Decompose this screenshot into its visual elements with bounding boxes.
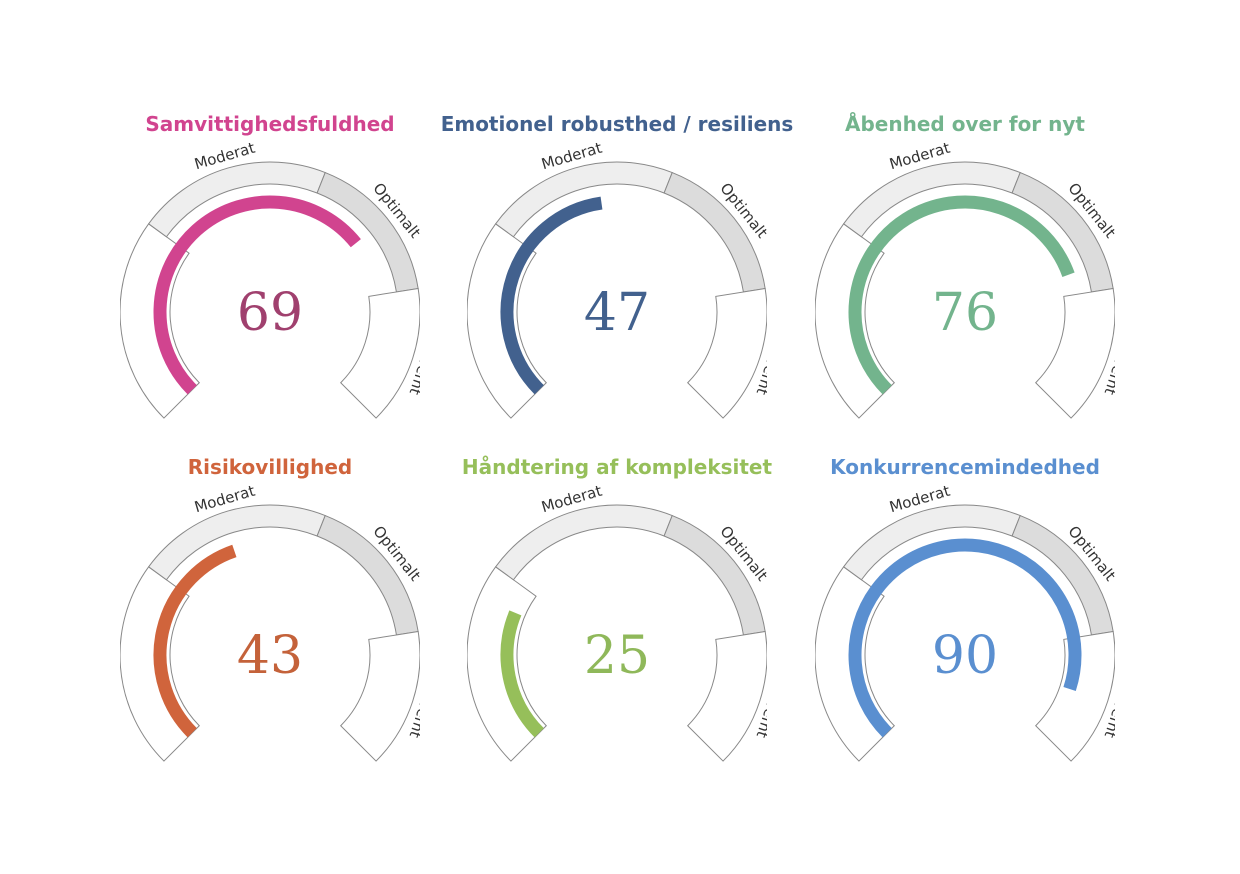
gauge-title: Åbenhed over for nyt bbox=[845, 112, 1085, 136]
gauge-card: Samvittighedsfuldhed LavtModeratOptimaltE… bbox=[120, 112, 420, 442]
value-arc bbox=[153, 544, 237, 738]
zone-band-ekstremt bbox=[340, 630, 420, 762]
gauge-svg: LavtModeratOptimaltEkstremt90 bbox=[815, 482, 1115, 762]
gauge-card: Risikovillighed LavtModeratOptimaltEkstre… bbox=[120, 455, 420, 785]
gauge-svg: LavtModeratOptimaltEkstremt25 bbox=[467, 482, 767, 762]
value-arc bbox=[848, 195, 1075, 395]
gauge-title: Emotionel robusthed / resiliens bbox=[440, 112, 794, 136]
gauge-svg: LavtModeratOptimaltEkstremt47 bbox=[467, 139, 767, 419]
zone-band-ekstremt bbox=[687, 630, 767, 762]
gauge-title: Håndtering af kompleksitet bbox=[461, 455, 773, 479]
gauge-card: Håndtering af kompleksitet LavtModeratOpt… bbox=[462, 455, 772, 785]
gauge-svg: LavtModeratOptimaltEkstremt43 bbox=[120, 482, 420, 762]
zone-band-ekstremt bbox=[340, 287, 420, 419]
gauge-value: 25 bbox=[584, 626, 650, 686]
gauge-card: Åbenhed over for nyt LavtModeratOptimaltE… bbox=[815, 112, 1115, 442]
gauge-card: Emotionel robusthed / resiliens LavtModer… bbox=[441, 112, 793, 442]
value-arc bbox=[848, 538, 1082, 738]
zone-band-ekstremt bbox=[1035, 630, 1115, 762]
gauge-svg: LavtModeratOptimaltEkstremt76 bbox=[815, 139, 1115, 419]
gauge-value: 69 bbox=[237, 283, 303, 343]
gauge-svg: LavtModeratOptimaltEkstremt69 bbox=[120, 139, 420, 419]
gauge-value: 47 bbox=[584, 283, 650, 343]
zone-band-ekstremt bbox=[687, 287, 767, 419]
gauge-title: Samvittighedsfuldhed bbox=[145, 112, 395, 136]
zone-band-moderat bbox=[494, 161, 673, 238]
zone-band-moderat bbox=[147, 504, 326, 581]
zone-band-moderat bbox=[494, 504, 673, 581]
gauge-card: Konkurrencemindedhed LavtModeratOptimaltE… bbox=[815, 455, 1115, 785]
gauge-value: 43 bbox=[237, 626, 303, 686]
zone-band-ekstremt bbox=[1035, 287, 1115, 419]
gauge-value: 76 bbox=[932, 283, 998, 343]
value-arc bbox=[500, 196, 603, 395]
value-arc bbox=[500, 610, 544, 738]
gauge-title: Risikovillighed bbox=[187, 455, 353, 479]
gauge-title: Konkurrencemindedhed bbox=[830, 455, 1100, 479]
value-arc bbox=[153, 195, 361, 395]
gauge-value: 90 bbox=[932, 626, 998, 686]
